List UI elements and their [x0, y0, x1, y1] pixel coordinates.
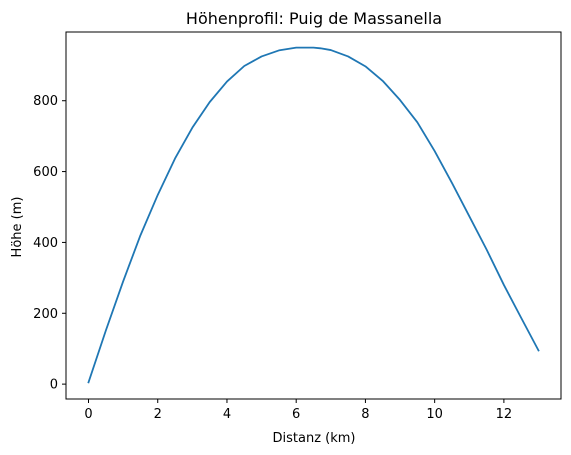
x-tick-label: 6	[292, 407, 300, 422]
chart-title: Höhenprofil: Puig de Massanella	[186, 9, 442, 28]
plot-area	[87, 46, 540, 384]
x-tick-label: 2	[154, 407, 162, 422]
x-tick-label: 10	[426, 407, 443, 422]
x-tick-label: 4	[223, 407, 231, 422]
x-tick-label: 0	[84, 407, 92, 422]
y-tick-label: 600	[33, 165, 58, 180]
series-line-0	[87, 46, 540, 384]
x-tick-label: 8	[361, 407, 369, 422]
y-tick-label: 800	[33, 94, 58, 109]
y-axis-label: Höhe (m)	[10, 197, 25, 258]
y-tick-label: 400	[33, 236, 58, 251]
plot-frame	[65, 31, 562, 400]
y-tick-label: 200	[33, 307, 58, 322]
axes: 0 2 4 6 8 10 12 0 200 400 600 800	[33, 31, 562, 422]
x-axis-label: Distanz (km)	[273, 431, 356, 446]
y-tick-label: 0	[50, 378, 58, 393]
x-tick-label: 12	[496, 407, 513, 422]
